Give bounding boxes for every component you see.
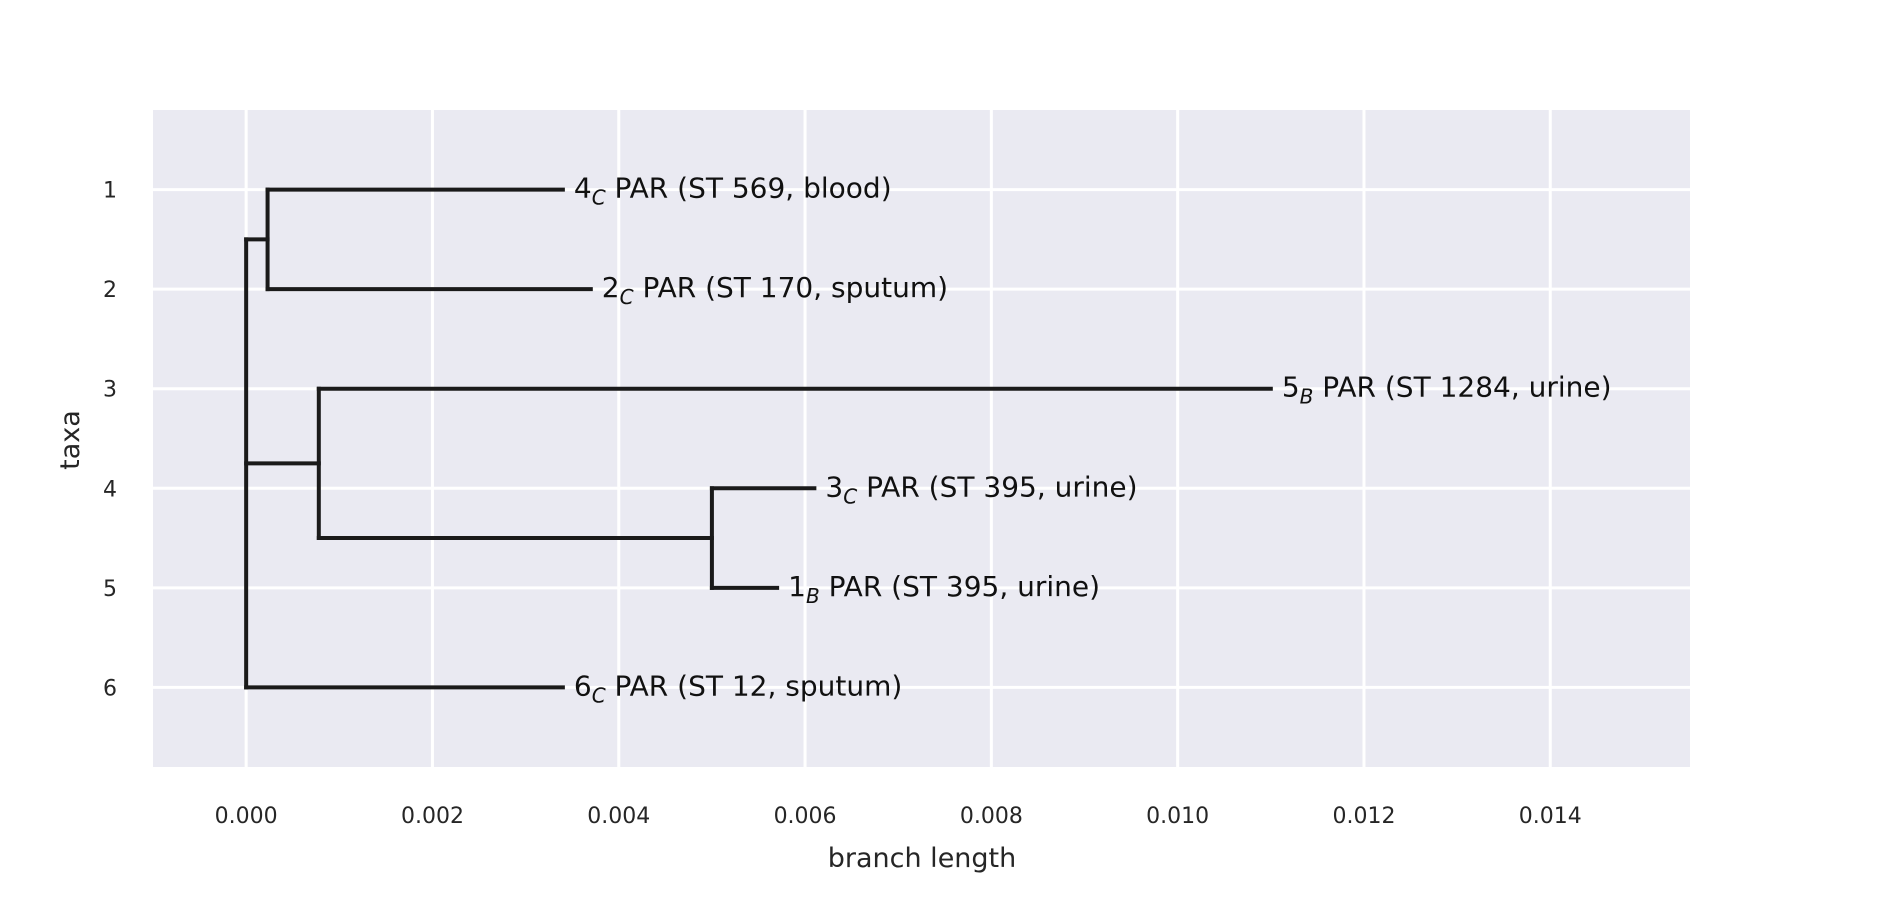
tip-labels: 4C PAR (ST 569, blood) 2C PAR (ST 170, sp… [574,172,1612,708]
tip-label-n6C: 6C PAR (ST 12, sputum) [574,669,902,707]
tip-label-n5B: 5B PAR (ST 1284, urine) [1282,371,1612,409]
y-tick-label: 6 [103,676,117,701]
tip-label-n4C: 4C PAR (ST 569, blood) [574,172,892,210]
tip-label-n1B: 1B PAR (ST 395, urine) [788,570,1100,608]
y-tick-label: 1 [103,179,117,204]
plot-background [153,110,1690,767]
tree-branches [244,187,1273,690]
x-axis-label: branch length [828,843,1017,874]
y-tick-label: 4 [103,477,117,502]
y-axis-label: taxa [55,410,86,470]
x-tick-label: 0.002 [401,804,464,829]
x-tick-label: 0.010 [1146,804,1209,829]
y-axis-ticks: 1 2 3 4 5 6 [103,179,117,702]
x-tick-label: 0.012 [1332,804,1395,829]
x-tick-label: 0.008 [960,804,1023,829]
x-axis-ticks: 0.000 0.002 0.004 0.006 0.008 0.010 0.012 0.014 [215,804,1582,829]
x-tick-label: 0.000 [215,804,278,829]
x-tick-label: 0.006 [774,804,837,829]
x-tick-label: 0.014 [1519,804,1582,829]
y-tick-label: 3 [103,378,117,403]
tip-label-n3C: 3C PAR (ST 395, urine) [825,470,1137,508]
x-tick-label: 0.004 [587,804,650,829]
tip-label-n2C: 2C PAR (ST 170, sputum) [602,271,948,309]
y-tick-label: 2 [103,278,117,303]
y-tick-label: 5 [103,577,117,602]
